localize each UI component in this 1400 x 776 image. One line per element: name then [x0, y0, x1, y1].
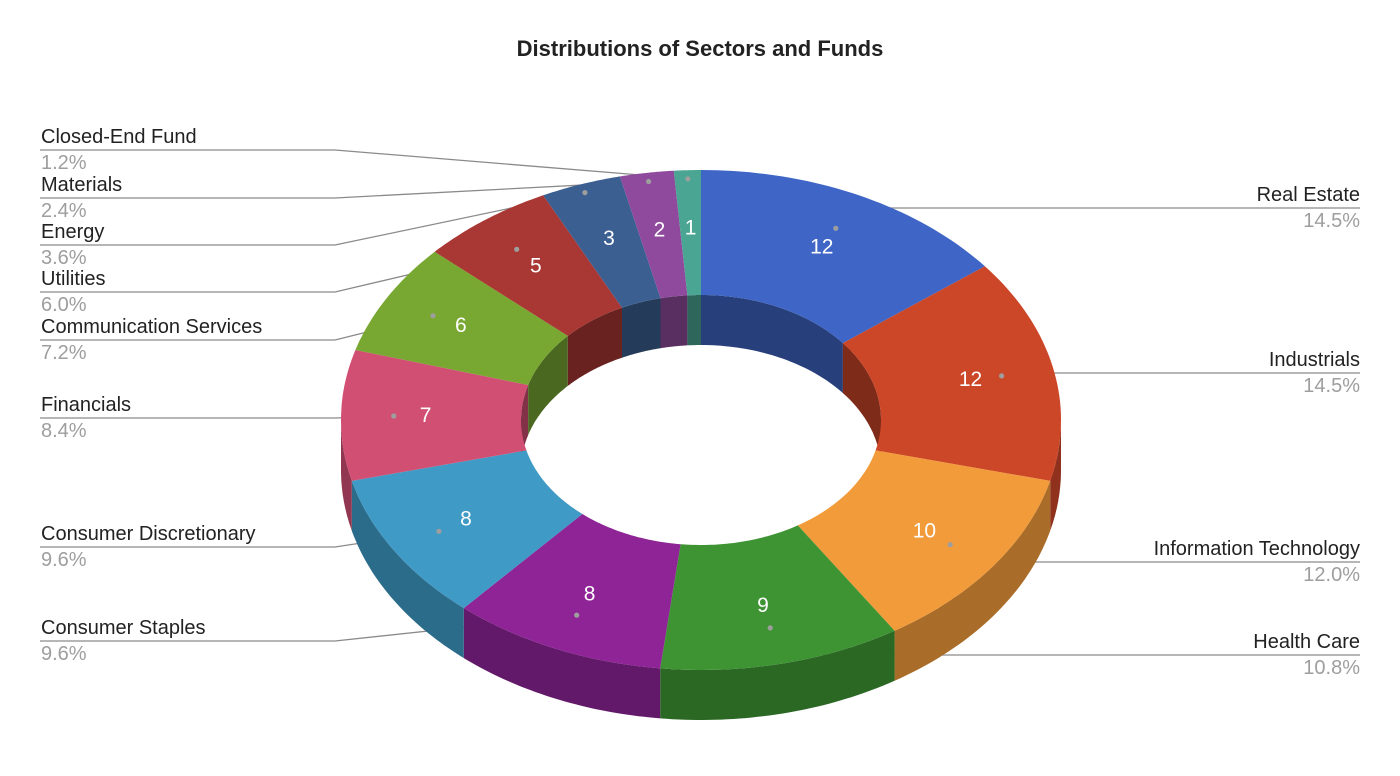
legend-name-consumer-discretionary: Consumer Discretionary — [41, 523, 256, 545]
slice-value-label-energy: 3 — [603, 227, 615, 250]
slice-energy — [543, 176, 661, 308]
leader-line-energy — [40, 191, 586, 246]
slice-communication-services — [355, 251, 568, 385]
slice-value-label-real-estate: 12 — [810, 236, 833, 259]
leader-dot-health-care — [767, 625, 773, 631]
slice-consumer-staples — [463, 514, 681, 669]
legend-name-energy: Energy — [41, 221, 104, 243]
slice-value-label-utilities: 5 — [530, 255, 542, 278]
leader-line-materials — [40, 180, 649, 199]
slice-industrials — [842, 266, 1061, 481]
slice-closed-end-fund — [673, 170, 701, 296]
leader-dot-communication-services — [430, 313, 436, 319]
legend-name-communication-services: Communication Services — [41, 316, 262, 338]
leader-dot-financials — [391, 413, 397, 419]
slice-real-estate — [701, 170, 985, 344]
slice-value-label-materials: 2 — [654, 218, 666, 241]
legend-percent-consumer-staples: 9.6% — [41, 643, 87, 665]
legend-percent-closed-end-fund: 1.2% — [41, 152, 87, 174]
slice-labels: 12 12 10 9 8 8 7 6 5 3 2 1 — [420, 216, 982, 616]
legend-name-real-estate: Real Estate — [1257, 184, 1360, 206]
legend-percent-utilities: 6.0% — [41, 294, 87, 316]
depth-wall-industrials — [1050, 420, 1061, 531]
legend-name-utilities: Utilities — [41, 268, 105, 290]
legend-name-closed-end-fund: Closed-End Fund — [41, 126, 197, 148]
slice-value-label-industrials: 12 — [959, 368, 982, 391]
legend-percent-communication-services: 7.2% — [41, 342, 87, 364]
leader-dot-consumer-discretionary — [436, 528, 442, 534]
chart-title: Distributions of Sectors and Funds — [516, 36, 884, 61]
legend-percent-real-estate: 14.5% — [1303, 210, 1360, 232]
depth-wall-consumer-discretionary — [351, 480, 464, 659]
inner-wall-real-estate — [701, 295, 843, 394]
depth-wall-financials — [341, 420, 352, 531]
slice-value-label-financials: 7 — [420, 404, 432, 427]
inner-wall-communication-services — [528, 335, 568, 435]
depth-wall-consumer-staples — [463, 608, 661, 719]
slice-utilities — [434, 195, 622, 336]
leader-dot-real-estate — [833, 225, 839, 231]
inner-wall-closed-end-fund — [687, 295, 701, 346]
slice-value-label-health-care: 9 — [757, 594, 769, 617]
slice-value-label-consumer-discretionary: 8 — [460, 507, 472, 530]
leader-line-financials — [40, 415, 394, 419]
slice-financials — [341, 350, 529, 481]
legend-percent-information-technology: 12.0% — [1303, 564, 1360, 586]
inner-wall-materials — [660, 295, 688, 349]
legend-name-information-technology: Information Technology — [1154, 538, 1360, 560]
slice-materials — [619, 170, 688, 299]
leader-dot-closed-end-fund — [685, 176, 691, 182]
legend-percent-materials: 2.4% — [41, 200, 87, 222]
legend-name-health-care: Health Care — [1253, 631, 1360, 653]
slice-value-label-consumer-staples: 8 — [584, 582, 596, 605]
legend-name-consumer-staples: Consumer Staples — [41, 617, 206, 639]
leader-dot-consumer-staples — [574, 612, 580, 618]
leader-dots — [391, 176, 1005, 631]
legend-name-industrials: Industrials — [1269, 349, 1360, 371]
slice-health-care — [660, 525, 895, 670]
leader-line-closed-end-fund — [40, 149, 688, 180]
donut-depth — [341, 420, 1061, 720]
legend-name-financials: Financials — [41, 394, 131, 416]
leader-dot-materials — [646, 178, 652, 185]
inner-wall-industrials — [842, 343, 881, 470]
slice-value-label-closed-end-fund: 1 — [685, 216, 697, 239]
legend: Closed-End Fund 1.2%Materials 2.4%Energy 3.… — [41, 126, 1360, 679]
legend-percent-health-care: 10.8% — [1303, 657, 1360, 679]
slice-information-technology — [797, 450, 1051, 631]
slice-consumer-discretionary — [351, 450, 583, 609]
legend-percent-consumer-discretionary: 9.6% — [41, 549, 87, 571]
depth-wall-information-technology — [894, 480, 1051, 681]
inner-wall-energy — [622, 298, 661, 358]
inner-wall-utilities — [567, 307, 622, 386]
legend-percent-industrials: 14.5% — [1303, 375, 1360, 397]
slice-value-label-communication-services: 6 — [455, 314, 467, 337]
legend-percent-energy: 3.6% — [41, 247, 87, 269]
leader-dot-utilities — [514, 246, 520, 252]
depth-wall-health-care — [660, 630, 895, 720]
leader-dot-information-technology — [947, 542, 953, 548]
leader-dot-industrials — [999, 373, 1005, 379]
donut-top — [341, 170, 1061, 670]
legend-percent-financials: 8.4% — [41, 420, 87, 442]
slice-value-label-information-technology: 10 — [913, 519, 936, 542]
legend-name-materials: Materials — [41, 174, 122, 196]
leader-dot-energy — [582, 190, 588, 196]
